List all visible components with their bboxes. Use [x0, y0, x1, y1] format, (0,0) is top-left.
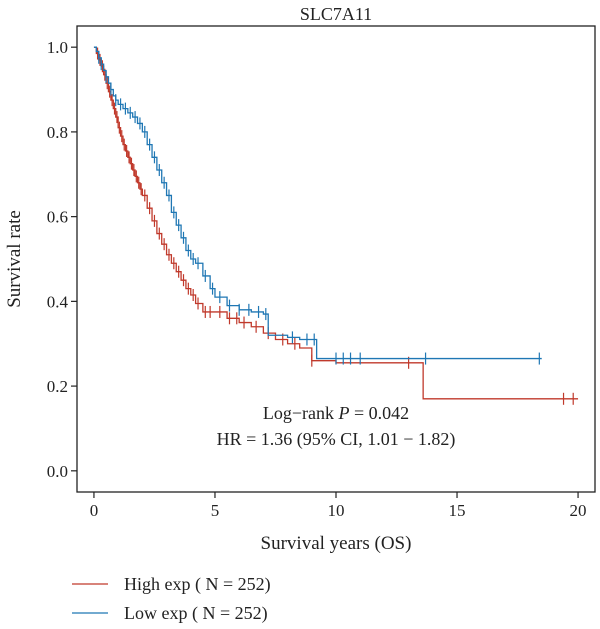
- pvalue-symbol: P: [337, 403, 349, 423]
- y-tick-label: 1.0: [47, 38, 68, 57]
- survival-curve-high: [93, 46, 579, 400]
- x-tick-label: 0: [90, 501, 99, 520]
- chart-title: SLC7A11: [300, 4, 372, 24]
- y-axis: 0.0 0.2 0.4 0.6 0.8 1.0: [47, 38, 77, 481]
- legend-label-low: Low exp ( N = 252): [124, 603, 268, 624]
- x-tick-label: 5: [211, 501, 220, 520]
- legend: High exp ( N = 252) Low exp ( N = 252): [72, 574, 271, 624]
- y-tick-label: 0.0: [47, 462, 68, 481]
- x-tick-label: 20: [570, 501, 587, 520]
- y-tick-label: 0.8: [47, 123, 68, 142]
- pvalue-annotation: Log−rank P = 0.042: [263, 403, 409, 423]
- x-axis-label: Survival years (OS): [261, 533, 412, 554]
- series-layer: [93, 46, 579, 405]
- y-tick-label: 0.6: [47, 208, 68, 227]
- survival-curve-low: [93, 46, 542, 360]
- y-axis-label: Survival rate: [4, 210, 25, 308]
- x-axis: 0 5 10 15 20: [90, 492, 587, 520]
- y-tick-label: 0.4: [47, 292, 69, 311]
- x-tick-label: 10: [328, 501, 345, 520]
- x-tick-label: 15: [449, 501, 466, 520]
- pvalue-prefix: Log−rank: [263, 403, 339, 423]
- legend-label-high: High exp ( N = 252): [124, 574, 271, 595]
- pvalue-suffix: = 0.042: [349, 403, 409, 423]
- y-tick-label: 0.2: [47, 377, 68, 396]
- hr-annotation: HR = 1.36 (95% CI, 1.01 − 1.82): [217, 429, 456, 450]
